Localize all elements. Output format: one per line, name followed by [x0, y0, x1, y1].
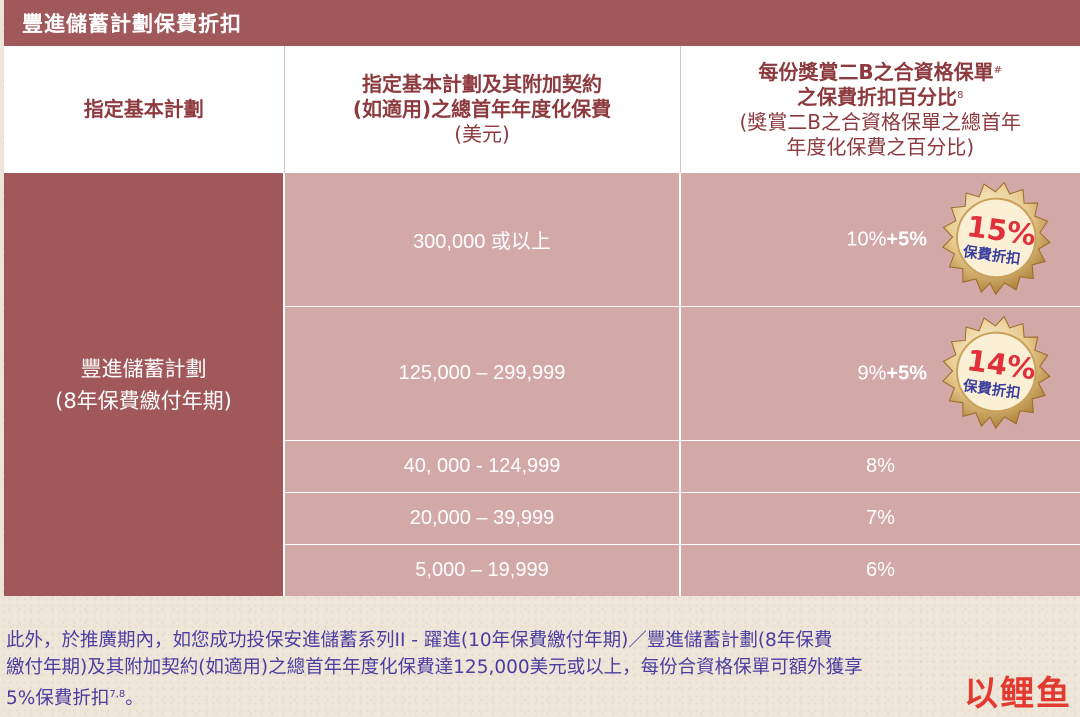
discount-seal-icon: 14% 保費折扣 [941, 315, 1051, 429]
header-discount-line2: 之保費折扣百分比 [797, 84, 958, 109]
table-row: 40, 000 - 124,999 8% [4, 440, 1080, 493]
header-discount-percent: 每份獎賞二B之合資格保單# 之保費折扣百分比8 (獎賞二B之合資格保單之總首年 … [680, 46, 1080, 173]
table-header-row: 指定基本計劃 指定基本計劃及其附加契約 (如適用)之總首年年度化保費 (美元) … [4, 46, 1080, 173]
table-row: 5,000 – 19,999 6% [4, 544, 1080, 596]
footnote-line3-text: 5%保費折扣 [6, 688, 110, 710]
discount-value: 10%+5% [681, 228, 927, 251]
discount-value: 7% [866, 507, 895, 529]
discount-value: 6% [866, 559, 895, 581]
header-discount-sup2: 8 [957, 89, 964, 101]
discount-extra: +5% [886, 228, 927, 250]
discount-table: 指定基本計劃 指定基本計劃及其附加契約 (如適用)之總首年年度化保費 (美元) … [4, 46, 1080, 596]
discount-cell: 6% [680, 544, 1080, 596]
premium-cell: 20,000 – 39,999 [284, 492, 681, 545]
discount-value: 8% [866, 455, 895, 477]
premium-value: 125,000 – 299,999 [398, 362, 566, 384]
discount-base: 10% [846, 228, 887, 250]
discount-cell: 10%+5% 15% 保費折扣 [680, 173, 1080, 307]
table-row: 125,000 – 299,999 9%+5% 14% 保費折扣 [4, 306, 1080, 441]
watermark-logo: 以鲤鱼 [964, 674, 1072, 714]
footnote-line3: 5%保費折扣7,8。 [6, 681, 1076, 712]
header-basic-plan: 指定基本計劃 [4, 46, 285, 173]
premium-cell: 125,000 – 299,999 [284, 306, 681, 441]
premium-cell: 40, 000 - 124,999 [284, 440, 681, 493]
discount-cell: 8% [680, 440, 1080, 493]
premium-cell: 5,000 – 19,999 [284, 544, 681, 596]
header-premium-line2: (如適用)之總首年年度化保費 [352, 97, 612, 121]
header-basic-plan-label: 指定基本計劃 [83, 97, 204, 121]
discount-cell: 7% [680, 492, 1080, 545]
header-premium-unit: (美元) [454, 122, 510, 146]
premium-value: 5,000 – 19,999 [415, 559, 549, 581]
header-discount-line4: 年度化保費之百分比) [786, 134, 975, 159]
footnote-paragraph: 此外，於推廣期內，如您成功投保安進儲蓄系列II - 躍進(10年保費繳付年期)／… [6, 627, 1076, 712]
footnote-sup: 7,8 [109, 689, 126, 700]
footnote-line1: 此外，於推廣期內，如您成功投保安進儲蓄系列II - 躍進(10年保費繳付年期)／… [6, 630, 833, 651]
discount-cell: 9%+5% 14% 保費折扣 [680, 306, 1080, 441]
header-annual-premium: 指定基本計劃及其附加契約 (如適用)之總首年年度化保費 (美元) [284, 46, 681, 173]
section-title-bar: 豐進儲蓄計劃保費折扣 [4, 0, 1080, 46]
plan-name-cell: 豐進儲蓄計劃 (8年保費繳付年期) [4, 173, 285, 596]
premium-cell: 300,000 或以上 [284, 173, 681, 307]
discount-extra: +5% [886, 362, 927, 384]
discount-value: 9%+5% [681, 362, 928, 385]
header-discount-line3: (獎賞二B之合資格保單之總首年 [739, 109, 1022, 134]
discount-seal-icon: 15% 保費折扣 [941, 181, 1051, 295]
header-discount-line1: 每份獎賞二B之合資格保單 [758, 59, 994, 84]
premium-value: 20,000 – 39,999 [409, 507, 555, 529]
discount-base: 9% [857, 362, 887, 384]
plan-name: 豐進儲蓄計劃 [80, 356, 207, 381]
section-title: 豐進儲蓄計劃保費折扣 [22, 12, 242, 36]
footnote-line3-end: 。 [125, 688, 144, 710]
footnote-line2: 繳付年期)及其附加契約(如適用)之總首年年度化保費達125,000美元或以上，每… [6, 657, 863, 678]
table-row: 豐進儲蓄計劃 (8年保費繳付年期) 300,000 或以上 10%+5% [4, 173, 1080, 596]
header-premium-line1: 指定基本計劃及其附加契約 [362, 72, 602, 96]
premium-value: 40, 000 - 124,999 [403, 455, 561, 477]
table-row: 20,000 – 39,999 7% [4, 492, 1080, 545]
premium-value: 300,000 或以上 [413, 231, 551, 253]
plan-term: (8年保費繳付年期) [55, 388, 232, 413]
header-discount-sup1: # [993, 64, 1003, 76]
